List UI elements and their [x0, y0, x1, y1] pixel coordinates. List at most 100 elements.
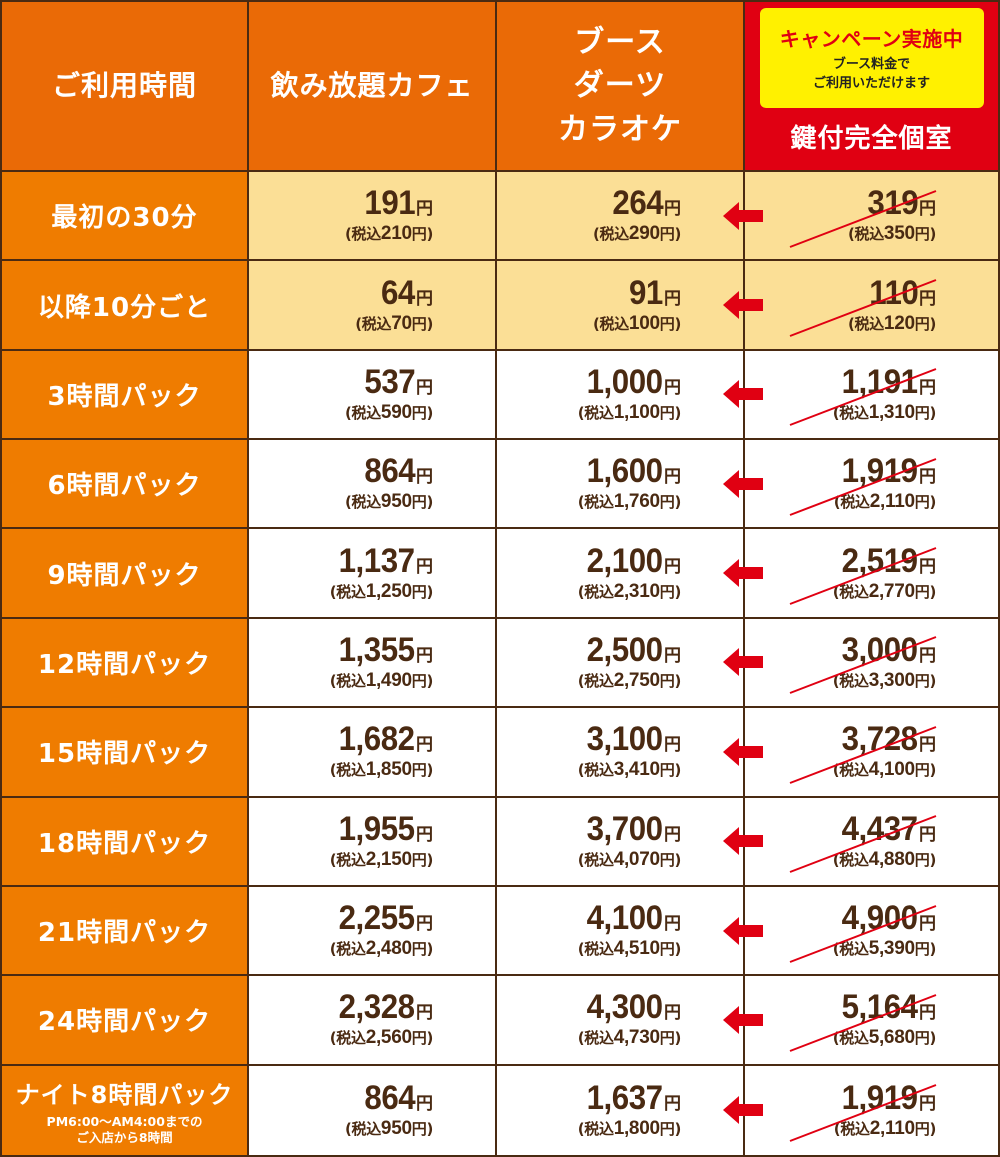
- price-excl-tax: 2,328: [339, 988, 415, 1027]
- price-excl-tax: 537: [364, 362, 415, 401]
- price-incl-tax: 590: [380, 401, 412, 423]
- price-private: 1,919円 (税込2,110円): [723, 1065, 998, 1155]
- price-incl-tax: 950: [380, 1117, 412, 1139]
- yen-unit: 円: [914, 225, 930, 244]
- price-booth-value: 4,100円 (税込4,510円): [577, 899, 682, 960]
- price-cafe: 1,355円 (税込1,490円): [249, 618, 497, 709]
- yen-unit: 円: [914, 582, 930, 601]
- tax-label: 税込: [839, 761, 869, 780]
- yen-unit: 円: [919, 288, 936, 309]
- price-excl-tax: 864: [364, 1078, 415, 1117]
- left-arrow-icon: [723, 737, 763, 766]
- tax-label: 税込: [584, 671, 614, 690]
- yen-unit: 円: [659, 761, 675, 780]
- yen-unit: 円: [659, 1029, 675, 1048]
- price-excl-tax: 2,500: [587, 630, 663, 669]
- yen-unit: 円: [659, 493, 675, 512]
- price-booth-value: 1,000円 (税込1,100円): [577, 362, 682, 423]
- tax-label: 税込: [839, 1029, 869, 1048]
- row-label-text: 18時間パック: [37, 828, 212, 859]
- price-incl-tax: 5,390: [868, 938, 915, 960]
- price-booth: 4,100円 (税込4,510円): [497, 886, 745, 977]
- yen-unit: 円: [919, 1093, 936, 1114]
- price-cafe-value: 864円 (税込950円): [344, 1078, 433, 1139]
- price-private-value: 319円 (税込350円): [847, 184, 936, 245]
- price-private: 3,728円 (税込4,100円): [723, 708, 998, 798]
- price-private: 4,900円 (税込5,390円): [723, 886, 998, 977]
- price-incl-tax: 4,880: [868, 848, 915, 870]
- yen-unit: 円: [659, 582, 675, 601]
- price-cafe: 1,955円 (税込2,150円): [249, 797, 497, 887]
- tax-label: 税込: [336, 582, 366, 601]
- yen-unit: 円: [411, 850, 427, 869]
- price-booth-value: 2,500円 (税込2,750円): [577, 630, 682, 691]
- price-booth: 4,300円 (税込4,730円): [497, 976, 745, 1066]
- tax-label: 税込: [584, 1119, 614, 1138]
- left-arrow-icon: [723, 559, 763, 588]
- row-label-note: PM6:00～AM4:00までの ご入店から8時間: [47, 1114, 203, 1145]
- left-arrow-icon: [723, 827, 763, 856]
- header-karaoke-label: カラオケ: [558, 111, 682, 147]
- price-excl-tax: 1,919: [842, 1078, 918, 1117]
- price-incl-tax: 4,730: [613, 1027, 660, 1049]
- yen-unit: 円: [664, 556, 681, 577]
- price-booth-value: 264円 (税込290円): [592, 184, 681, 245]
- tax-label: 税込: [584, 850, 614, 869]
- yen-unit: 円: [659, 671, 675, 690]
- tax-label: 税込: [839, 671, 869, 690]
- yen-unit: 円: [416, 914, 433, 935]
- tax-label: 税込: [839, 850, 869, 869]
- row-label: 6時間パック: [2, 440, 249, 530]
- price-incl-tax: 4,070: [613, 848, 660, 870]
- tax-label: 税込: [351, 403, 382, 422]
- row-label: 9時間パック: [2, 529, 249, 619]
- header-darts-label: ダーツ: [573, 68, 667, 104]
- yen-unit: 円: [664, 377, 681, 398]
- yen-unit: 円: [664, 467, 681, 488]
- tax-label: 税込: [351, 225, 382, 244]
- price-cafe: 864円 (税込950円): [249, 440, 497, 530]
- price-incl-tax: 2,480: [365, 938, 412, 960]
- price-cafe-value: 2,328円 (税込2,560円): [329, 988, 434, 1049]
- price-cafe: 864円 (税込950円): [249, 1065, 497, 1155]
- price-cafe-value: 2,255円 (税込2,480円): [329, 899, 434, 960]
- tax-label: 税込: [854, 225, 885, 244]
- yen-unit: 円: [664, 735, 681, 756]
- header-drink-cafe-label: 飲み放題カフェ: [270, 68, 474, 102]
- price-excl-tax: 864: [364, 452, 415, 491]
- yen-unit: 円: [416, 824, 433, 845]
- price-booth-value: 3,700円 (税込4,070円): [577, 809, 682, 870]
- tax-label: 税込: [840, 1119, 870, 1138]
- yen-unit: 円: [664, 288, 681, 309]
- price-excl-tax: 2,100: [587, 541, 663, 580]
- tax-label: 税込: [599, 314, 630, 333]
- row-label-text: 9時間パック: [47, 560, 202, 591]
- tax-label: 税込: [361, 314, 392, 333]
- tax-label: 税込: [336, 671, 366, 690]
- price-excl-tax: 4,900: [842, 899, 918, 938]
- price-excl-tax: 3,000: [842, 630, 918, 669]
- header-booth-label: ブース: [574, 24, 666, 60]
- price-incl-tax: 2,110: [869, 1117, 915, 1139]
- price-excl-tax: 191: [364, 184, 415, 223]
- campaign-subtitle: ブース料金で ご利用いただけます: [813, 56, 930, 92]
- price-cafe: 1,682円 (税込1,850円): [249, 708, 497, 798]
- price-excl-tax: 3,728: [842, 720, 918, 759]
- price-excl-tax: 1,682: [339, 720, 415, 759]
- tax-label: 税込: [839, 582, 869, 601]
- price-incl-tax: 70: [391, 312, 412, 334]
- yen-unit: 円: [416, 199, 433, 220]
- price-private: 2,519円 (税込2,770円): [723, 529, 998, 619]
- tax-label: 税込: [584, 582, 614, 601]
- price-incl-tax: 1,310: [868, 401, 915, 423]
- tax-label: 税込: [839, 403, 869, 422]
- price-booth: 264円 (税込290円): [497, 172, 745, 262]
- yen-unit: 円: [411, 493, 427, 512]
- price-booth-value: 4,300円 (税込4,730円): [577, 988, 682, 1049]
- row-label-text: 15時間パック: [37, 739, 212, 770]
- price-private: 1,191円 (税込1,310円): [723, 350, 998, 441]
- row-label-text: 21時間パック: [37, 918, 212, 949]
- price-cafe: 2,328円 (税込2,560円): [249, 976, 497, 1066]
- row-label: 18時間パック: [2, 797, 249, 887]
- yen-unit: 円: [411, 225, 427, 244]
